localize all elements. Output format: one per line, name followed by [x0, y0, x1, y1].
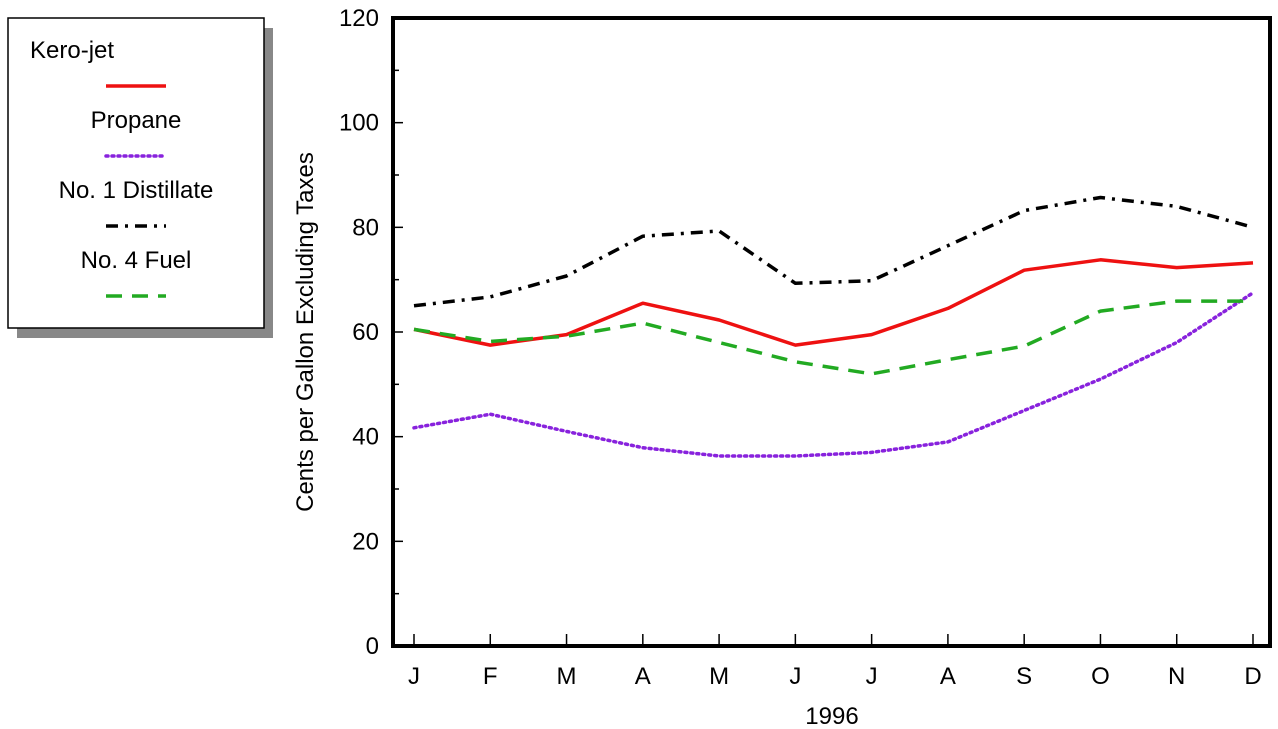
legend-label-no-1-distillate: No. 1 Distillate [59, 177, 214, 204]
x-tick-label: N [1168, 663, 1185, 690]
y-tick-label: 40 [352, 424, 379, 451]
y-tick-label: 60 [352, 319, 379, 346]
x-tick-label: D [1244, 663, 1261, 690]
y-axis: 0 20 40 60 80 100 120 [339, 5, 403, 660]
x-tick-label: M [709, 663, 729, 690]
series-group [412, 195, 1255, 458]
x-tick-label: J [789, 663, 801, 690]
x-tick-label: J [866, 663, 878, 690]
x-tick-label: F [483, 663, 498, 690]
y-tick-label: 20 [352, 528, 379, 555]
legend-box [7, 17, 265, 329]
series-line-propane [412, 291, 1255, 458]
y-tick-label: 120 [339, 5, 379, 32]
legend-label-kero-jet: Kero-jet [30, 37, 114, 64]
series-line-no-4-fuel [413, 299, 1253, 376]
x-axis-title: 1996 [805, 703, 858, 729]
y-tick-label: 80 [352, 214, 379, 241]
y-tick-label: 0 [366, 633, 379, 660]
series-line-no-1-distillate [413, 195, 1254, 308]
y-tick-label: 100 [339, 110, 379, 137]
legend-label-no-4-fuel: No. 4 Fuel [81, 247, 192, 274]
x-tick-label: J [408, 663, 420, 690]
legend: Kero-jet Propane No. 1 Distillate No. 4 Fue… [7, 17, 273, 338]
x-tick-label: M [557, 663, 577, 690]
x-tick-label: A [940, 663, 956, 690]
plot-area-frame [391, 16, 1272, 648]
legend-label-propane: Propane [91, 107, 182, 134]
x-tick-label: O [1091, 663, 1110, 690]
series-line-kero-jet [413, 258, 1254, 347]
x-tick-label: A [635, 663, 651, 690]
x-tick-label: S [1016, 663, 1032, 690]
y-axis-title: Cents per Gallon Excluding Taxes [292, 152, 319, 512]
